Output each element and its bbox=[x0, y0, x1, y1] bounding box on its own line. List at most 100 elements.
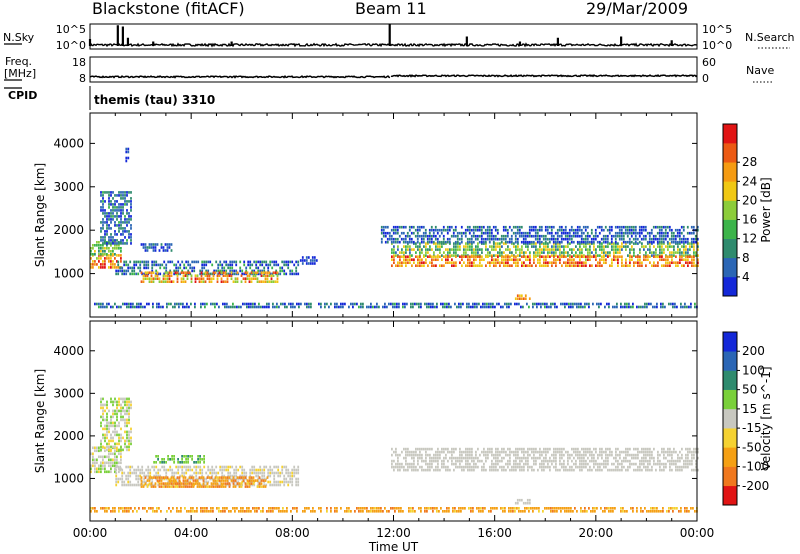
power-cell-3 bbox=[295, 269, 298, 273]
freq-segment-0 bbox=[89, 75, 391, 79]
power-cell-7 bbox=[623, 245, 625, 248]
power-cell-7 bbox=[655, 251, 657, 254]
velocity-cell-5 bbox=[659, 453, 661, 457]
power-cell-9 bbox=[670, 228, 673, 232]
velocity-cell-1 bbox=[124, 421, 126, 425]
velocity-cell-2 bbox=[245, 471, 248, 475]
power-cell-3 bbox=[209, 260, 212, 264]
velocity-cell-5 bbox=[639, 459, 641, 463]
power-cell-7 bbox=[485, 248, 487, 251]
power-cell-7 bbox=[501, 245, 503, 248]
power-cell-6 bbox=[684, 302, 686, 306]
velocity-cell-2 bbox=[231, 477, 234, 481]
power-cell-5 bbox=[150, 243, 153, 246]
velocity-cell-2 bbox=[229, 483, 232, 487]
velocity-cell-0 bbox=[94, 446, 96, 450]
power-cell-7 bbox=[645, 251, 647, 254]
power-cbtick-label-2: 12 bbox=[742, 232, 757, 246]
velocity-cell-1 bbox=[126, 403, 128, 407]
velocity-cell-2 bbox=[183, 483, 186, 487]
power-cell-1 bbox=[92, 247, 94, 250]
power-cell-9 bbox=[680, 225, 683, 229]
velocity-cell-5 bbox=[413, 468, 415, 472]
velocity-cell-4 bbox=[644, 507, 646, 510]
power-cell-3 bbox=[169, 269, 172, 273]
power-cell-8 bbox=[641, 261, 643, 264]
power-cell-3 bbox=[261, 269, 264, 273]
velocity-cell-5 bbox=[487, 447, 489, 451]
power-cell-9 bbox=[504, 225, 507, 229]
velocity-cell-5 bbox=[651, 450, 653, 454]
velocity-cell-3 bbox=[198, 485, 201, 488]
power-cell-3 bbox=[117, 269, 120, 273]
power-cell-0 bbox=[102, 266, 104, 269]
velocity-cell-5 bbox=[657, 462, 659, 466]
power-cell-6 bbox=[450, 305, 452, 309]
power-cell-6 bbox=[448, 305, 450, 309]
velocity-cell-5 bbox=[505, 450, 507, 454]
power-cell-9 bbox=[462, 231, 465, 235]
power-cell-9 bbox=[488, 240, 491, 244]
velocity-cell-5 bbox=[527, 462, 529, 466]
power-cell-6 bbox=[342, 302, 344, 306]
velocity-cell-1 bbox=[112, 412, 114, 416]
velocity-cell-5 bbox=[523, 468, 525, 472]
power-cell-6 bbox=[202, 302, 204, 306]
velocity-cell-5 bbox=[627, 450, 629, 454]
power-cell-7 bbox=[625, 245, 627, 248]
velocity-cell-2 bbox=[235, 471, 238, 475]
power-cell-8 bbox=[421, 258, 423, 261]
velocity-cell-4 bbox=[604, 507, 606, 510]
power-cell-7 bbox=[667, 245, 669, 248]
power-cell-9 bbox=[428, 240, 431, 244]
velocity-cell-5 bbox=[583, 456, 585, 460]
power-cell-4 bbox=[184, 274, 187, 277]
velocity-cell-4 bbox=[534, 507, 536, 510]
power-cell-8 bbox=[569, 258, 571, 261]
velocity-cell-5 bbox=[435, 456, 437, 460]
power-cell-3 bbox=[225, 263, 228, 267]
power-cell-7 bbox=[499, 251, 501, 254]
power-cell-2 bbox=[126, 200, 128, 203]
velocity-cell-5 bbox=[413, 450, 415, 454]
power-cell-8 bbox=[391, 258, 393, 261]
power-cell-6 bbox=[398, 302, 400, 306]
power-cell-3 bbox=[283, 269, 286, 273]
velocity-cell-3 bbox=[172, 479, 175, 482]
velocity-cell-4 bbox=[640, 507, 642, 510]
power-cell-8 bbox=[595, 258, 597, 261]
power-cell-2 bbox=[108, 224, 110, 227]
velocity-cell-5 bbox=[505, 462, 507, 466]
power-cell-1 bbox=[90, 247, 92, 250]
velocity-cell-3 bbox=[180, 485, 183, 488]
power-cell-3 bbox=[137, 272, 140, 276]
velocity-cell-5 bbox=[491, 447, 493, 451]
power-cell-3 bbox=[125, 263, 128, 267]
power-cell-1 bbox=[120, 250, 122, 253]
velocity-cell-5 bbox=[571, 465, 573, 469]
power-cell-9 bbox=[432, 228, 435, 232]
power-cell-0 bbox=[92, 260, 94, 263]
velocity-cell-5 bbox=[451, 456, 453, 460]
velocity-cell-5 bbox=[653, 459, 655, 463]
power-cell-8 bbox=[403, 261, 405, 264]
power-cell-4 bbox=[266, 277, 269, 280]
power-cell-0 bbox=[90, 266, 92, 269]
velocity-cell-4 bbox=[556, 507, 558, 510]
power-cell-9 bbox=[388, 237, 391, 241]
power-cell-9 bbox=[380, 231, 383, 235]
power-cell-8 bbox=[637, 258, 639, 261]
power-cell-8 bbox=[545, 261, 547, 264]
power-cell-6 bbox=[532, 305, 534, 309]
velocity-cell-0 bbox=[90, 464, 92, 468]
power-cell-7 bbox=[595, 248, 597, 251]
power-cell-2 bbox=[102, 206, 104, 209]
power-cell-8 bbox=[559, 258, 561, 261]
power-cell-8 bbox=[423, 261, 425, 264]
power-cell-3 bbox=[159, 263, 162, 267]
velocity-cell-5 bbox=[551, 462, 553, 466]
velocity-cell-4 bbox=[268, 507, 270, 510]
power-cell-6 bbox=[136, 305, 138, 309]
power-cell-8 bbox=[451, 264, 453, 267]
power-cell-11 bbox=[301, 256, 304, 259]
